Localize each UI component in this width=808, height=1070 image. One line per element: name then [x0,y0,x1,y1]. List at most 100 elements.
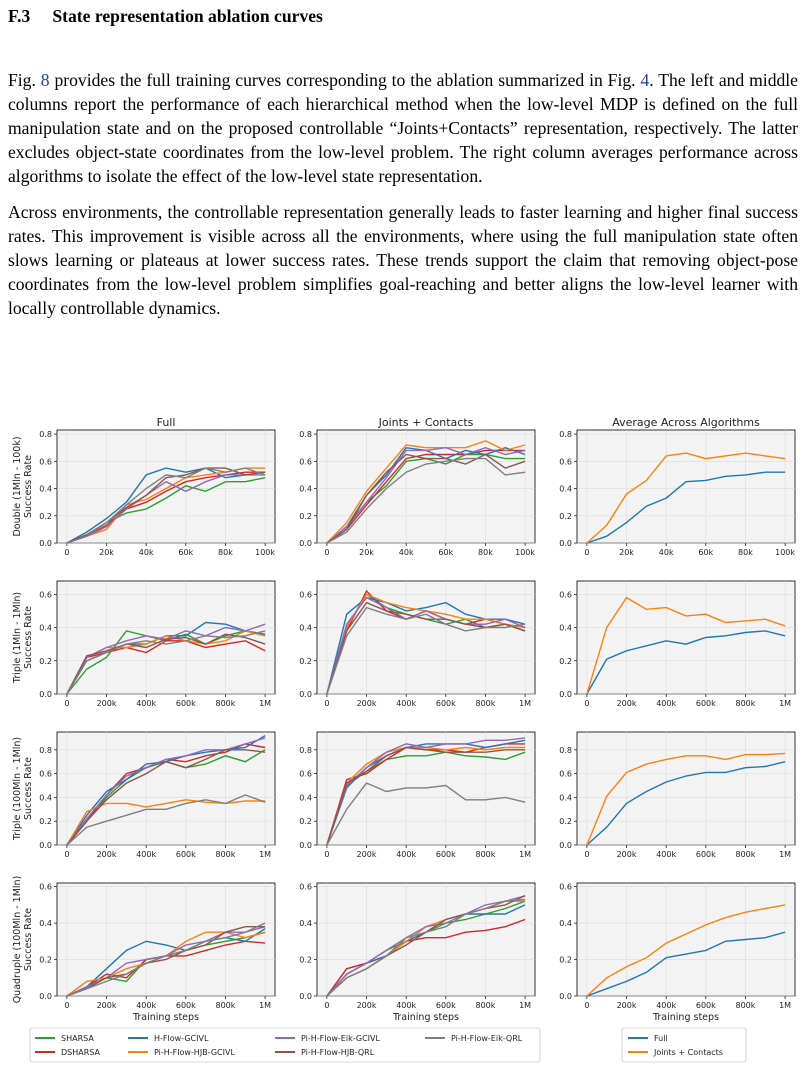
series-line [326,746,526,846]
legend-label: Pi-H-Flow-Eik-QRL [451,1034,523,1043]
x-tick-label: 80k [218,548,233,557]
y-tick-label: 0.6 [299,590,312,599]
y-tick-label: 0.2 [299,657,312,666]
figure-link[interactable]: 4 [640,70,650,90]
x-tick-label: 1M [259,1001,271,1010]
x-tick-label: 1M [519,699,531,708]
y-tick-label: 0.0 [559,539,572,548]
x-tick-label: 0 [64,850,69,859]
section-number: F.3 [8,6,31,26]
series-line [326,782,526,846]
y-tick-label: 0.4 [559,624,572,633]
legend-box [621,1027,747,1063]
x-tick-label: 0 [324,1001,329,1010]
x-tick-label: 40k [139,548,154,557]
legend-label: Pi-H-Flow-HJB-QRL [301,1048,375,1057]
y-tick-label: 0.0 [39,690,52,699]
y-tick-label: 0.2 [559,512,572,521]
figure-link[interactable]: 8 [40,70,50,90]
x-tick-label: 1M [259,850,271,859]
x-tick-label: 400k [136,699,156,708]
series-line [586,904,786,997]
column-title: Full [157,416,176,429]
x-tick-label: 60k [698,548,713,557]
y-tick-label: 0.2 [39,817,52,826]
y-tick-label: 0.0 [559,992,572,1001]
y-axis-label: Success Rate [23,757,34,820]
y-tick-label: 0.6 [299,883,312,892]
series-line [586,452,786,544]
x-tick-label: 200k [97,699,117,708]
series-line [326,918,526,997]
y-tick-label: 0.8 [299,746,312,755]
x-tick-label: 600k [176,850,196,859]
y-tick-label: 0.8 [299,430,312,439]
x-tick-label: 0 [64,699,69,708]
series-line [586,752,786,846]
series-line [586,761,786,846]
series-line [66,926,266,997]
series-line [326,898,526,997]
x-axis-label: Training steps [392,1012,459,1023]
x-tick-label: 200k [357,699,377,708]
y-tick-label: 0.0 [299,992,312,1001]
y-tick-label: 0.6 [39,883,52,892]
x-tick-label: 1M [779,850,791,859]
y-tick-label: 0.6 [39,770,52,779]
text: provides the full training curves corres… [49,70,641,90]
y-tick-label: 0.6 [559,770,572,779]
x-tick-label: 80k [478,548,493,557]
x-tick-label: 600k [696,1001,716,1010]
paragraph: Across environments, the controllable re… [8,202,798,318]
y-axis-label: Success Rate [23,455,34,518]
x-tick-label: 0 [64,548,69,557]
x-tick-label: 40k [659,548,674,557]
legend-label: Pi-H-Flow-Eik-GCIVL [301,1034,381,1043]
column-title: Joints + Contacts [378,416,474,429]
x-tick-label: 400k [136,1001,156,1010]
y-tick-label: 0.2 [39,512,52,521]
series-line [586,630,786,695]
series-line [586,931,786,997]
x-tick-label: 600k [436,850,456,859]
y-tick-label: 0.4 [559,919,572,928]
plot-area [576,882,796,997]
series-line [586,471,786,544]
x-tick-label: 1M [519,1001,531,1010]
x-tick-label: 200k [617,699,637,708]
y-tick-label: 0.6 [39,590,52,599]
column-title: Average Across Algorithms [612,416,760,429]
y-tick-label: 0.6 [559,457,572,466]
x-tick-label: 20k [99,548,114,557]
legend-label: Joints + Contacts [653,1048,723,1057]
section-title: State representation ablation curves [52,6,323,26]
series-line [326,453,526,544]
y-tick-label: 0.8 [559,746,572,755]
legend-label: SHARSA [61,1034,94,1043]
x-tick-label: 1M [779,699,791,708]
series-line [66,630,266,695]
y-tick-label: 0.0 [299,841,312,850]
y-tick-label: 0.4 [39,485,52,494]
series-line [326,457,526,544]
section-heading: F.3 State representation ablation curves [8,4,798,28]
x-tick-label: 80k [738,548,753,557]
series-line [66,922,266,997]
legend-label: H-Flow-GCIVL [154,1034,209,1043]
series-line [326,601,526,695]
plot-area [56,580,276,695]
series-line [326,606,526,695]
y-tick-label: 0.2 [39,657,52,666]
x-tick-label: 400k [136,850,156,859]
series-line [66,640,266,695]
y-tick-label: 0.0 [299,690,312,699]
y-tick-label: 0.4 [39,624,52,633]
y-tick-label: 0.6 [299,457,312,466]
series-line [326,596,526,695]
x-tick-label: 600k [436,699,456,708]
x-tick-label: 800k [476,699,496,708]
y-tick-label: 0.0 [39,539,52,548]
y-tick-label: 0.0 [559,841,572,850]
series-line [66,471,266,544]
plot-area [316,882,536,997]
